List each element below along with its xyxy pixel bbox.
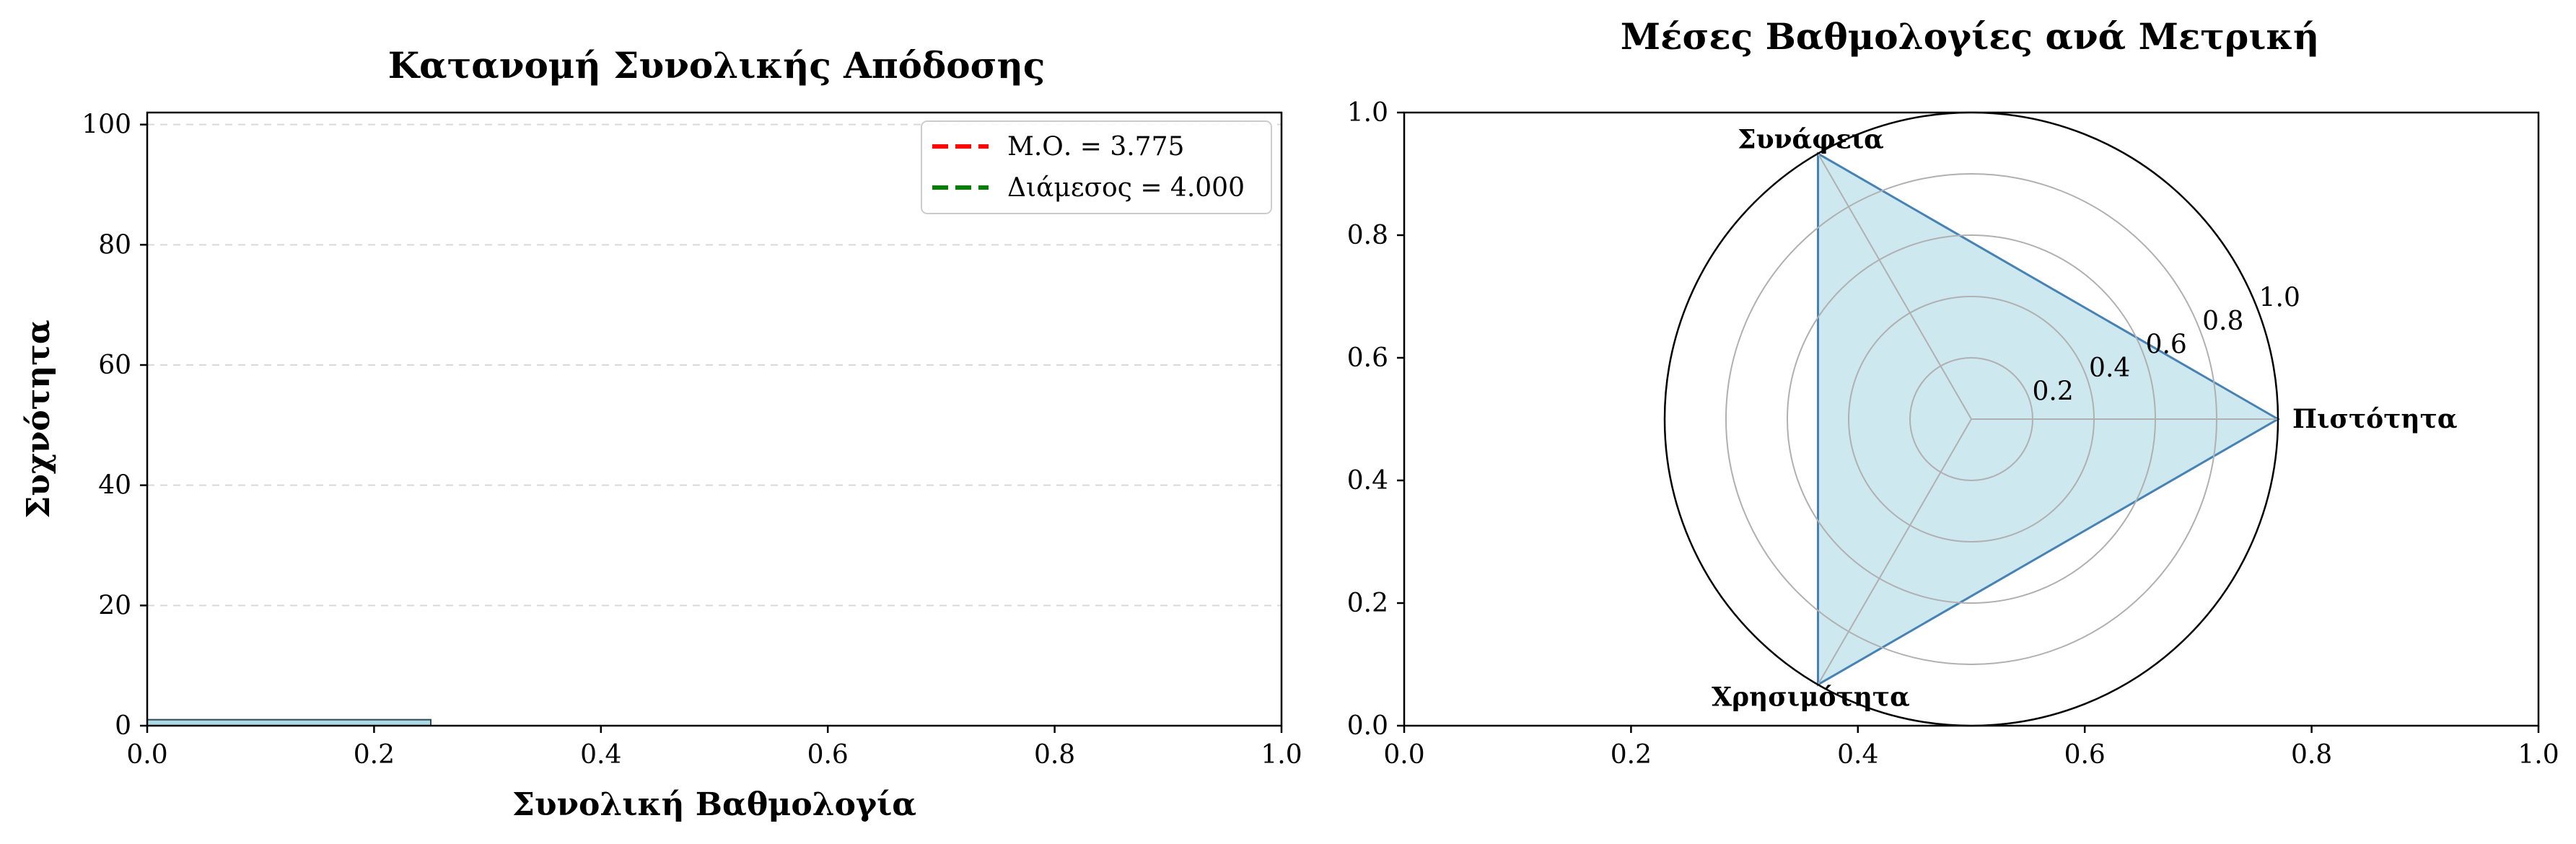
spoke-line [1817, 153, 1972, 420]
x-tick-label: 0.2 [1611, 740, 1652, 770]
x-tick-label: 1.0 [1261, 740, 1302, 770]
x-tick-label: 0.0 [126, 740, 167, 770]
category-label: Πιστότητα [2292, 404, 2458, 434]
radar-y-ticks: 0.0 0.2 0.4 0.6 0.8 1.0 [1347, 98, 1404, 741]
histogram-x-ticks: 0.0 0.2 0.4 0.6 0.8 1.0 [126, 726, 1302, 770]
x-tick-label: 0.6 [2064, 740, 2106, 770]
radar-panel: Μέσες Βαθμολογίες ανά Μετρική 0.0 0.2 0.4 0… [1347, 15, 2559, 770]
legend-median-label: Διάμεσος = 4.000 [1007, 173, 1245, 203]
legend-mean-label: Μ.Ο. = 3.775 [1007, 132, 1184, 162]
histogram-plot-frame [146, 111, 1283, 727]
radial-tick-label: 0.4 [2089, 353, 2130, 383]
y-tick-label: 100 [82, 110, 131, 140]
y-tick-label: 60 [98, 351, 131, 380]
y-tick-label: 0.8 [1347, 221, 1388, 250]
radial-tick-label: 0.6 [2146, 330, 2187, 359]
histogram-panel: Κατανομή Συνολικής Απόδοσης 0.0 0.2 0.4 0.6… [20, 44, 1302, 823]
polar-frame [1663, 111, 2279, 727]
y-tick-label: 0.6 [1347, 343, 1388, 373]
histogram-legend: Μ.Ο. = 3.775 Διάμεσος = 4.000 [921, 120, 1272, 214]
histogram-x-label: Συνολική Βαθμολογία [512, 786, 916, 823]
x-tick-label: 0.8 [1034, 740, 1075, 770]
y-tick-label: 0.4 [1347, 466, 1388, 496]
y-tick-label: 0.2 [1347, 589, 1388, 618]
spoke-line [1817, 418, 1972, 685]
category-label: Συνάφεια [1738, 125, 1884, 155]
y-tick-label: 1.0 [1347, 98, 1388, 128]
radar-polar-area: 0.2 0.4 0.6 0.8 1.0 Πιστότητα Συνάφεια Χρησιμότ… [1663, 111, 2458, 727]
legend-frame [921, 120, 1272, 214]
x-tick-label: 0.2 [354, 740, 395, 770]
category-label: Χρησιμότητα [1712, 682, 1910, 712]
x-tick-label: 0.0 [1383, 740, 1424, 770]
radial-tick-label: 0.8 [2202, 307, 2243, 336]
y-tick-label: 0 [115, 711, 131, 741]
y-tick-label: 20 [98, 591, 131, 620]
histogram-y-label: Συχνότητα [20, 320, 57, 519]
x-tick-label: 0.6 [807, 740, 849, 770]
radial-tick-label: 1.0 [2259, 283, 2300, 312]
histogram-title: Κατανομή Συνολικής Απόδοσης [388, 44, 1046, 87]
radial-tick-label: 0.2 [2033, 377, 2074, 406]
y-tick-label: 0.0 [1347, 711, 1388, 741]
x-tick-label: 0.4 [580, 740, 621, 770]
y-tick-label: 40 [98, 471, 131, 501]
x-tick-label: 0.8 [2291, 740, 2332, 770]
radar-x-ticks: 0.0 0.2 0.4 0.6 0.8 1.0 [1383, 726, 2559, 770]
histogram-grid [147, 123, 1282, 726]
x-tick-label: 1.0 [2518, 740, 2559, 770]
radar-title: Μέσες Βαθμολογίες ανά Μετρική [1621, 15, 2319, 58]
y-tick-label: 80 [98, 230, 131, 260]
x-tick-label: 0.4 [1837, 740, 1878, 770]
histogram-y-ticks: 0 20 40 60 80 100 [82, 110, 147, 741]
